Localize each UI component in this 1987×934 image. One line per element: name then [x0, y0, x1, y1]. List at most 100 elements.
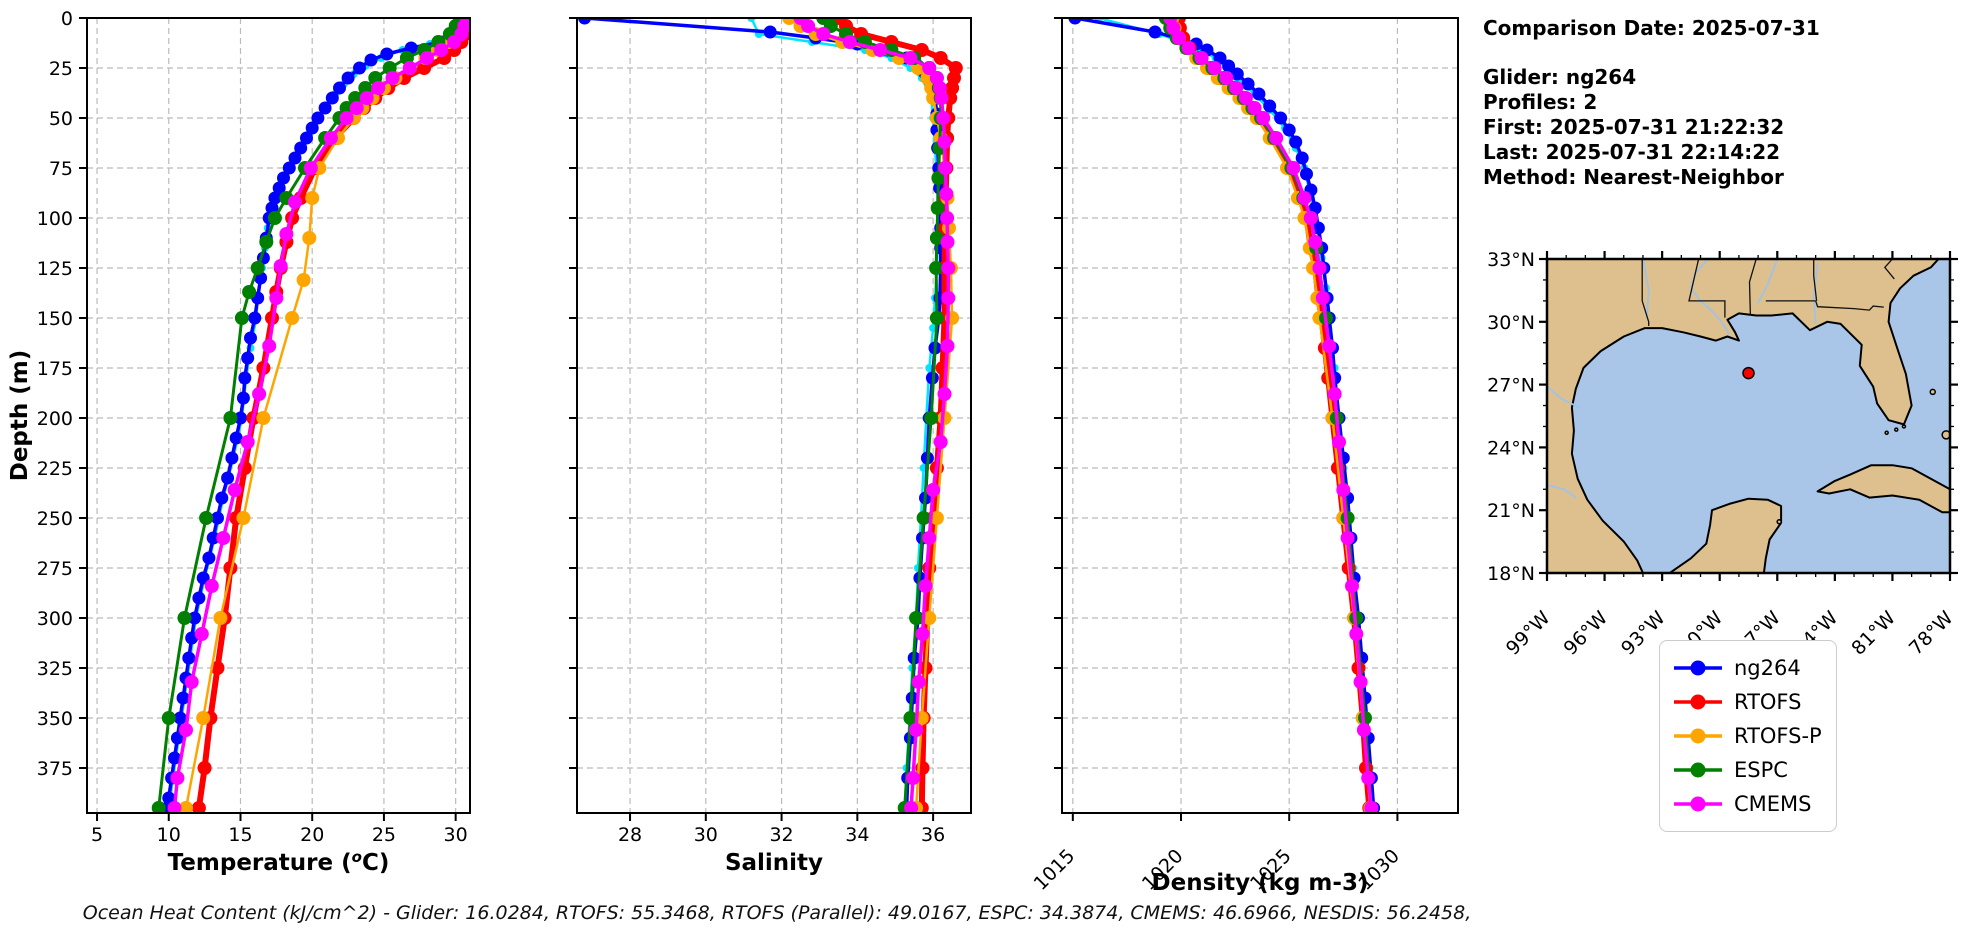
map-land-cuba: [1816, 464, 1950, 514]
density-marker-CMEMS: [1356, 723, 1371, 737]
temperature-marker-ng264: [162, 791, 176, 805]
temperature-marker-CMEMS: [262, 339, 277, 353]
density-marker-CMEMS: [1238, 91, 1253, 105]
density-marker-ng264: [1289, 135, 1303, 149]
temperature-marker-CMEMS: [303, 161, 318, 175]
density-marker-CMEMS: [1297, 191, 1312, 205]
temperature-marker-CMEMS: [447, 35, 462, 49]
map-land-mainland: [1547, 259, 1940, 573]
temperature-marker-ng264: [241, 351, 255, 365]
salinity-marker-RTOFS-P: [929, 511, 944, 525]
density-marker-CMEMS: [1327, 387, 1342, 401]
salinity-profile-plot: 28 30 32 34 36 Salinity: [569, 17, 972, 876]
salinity-marker-CMEMS: [909, 723, 924, 737]
salinity-marker-CMEMS: [941, 291, 956, 305]
salinity-xtick-label: 30: [694, 824, 718, 846]
map-river: [1642, 259, 1650, 318]
temperature-marker-ng264: [318, 101, 332, 115]
map-islet: [1929, 388, 1936, 396]
salinity-marker-CMEMS: [911, 675, 926, 689]
temperature-marker-CMEMS: [204, 579, 219, 593]
density-marker-ng264: [1213, 51, 1227, 65]
legend-label: RTOFS-P: [1734, 724, 1822, 748]
map-lat-label: 18°N: [1487, 563, 1535, 585]
legend-item-cmems: CMEMS: [1672, 787, 1824, 821]
density-marker-CMEMS: [1364, 801, 1379, 813]
temperature-marker-ng264: [341, 71, 355, 85]
salinity-marker-ESPC: [929, 231, 944, 245]
salinity-marker-CMEMS: [937, 135, 952, 149]
map-state-border: [1883, 259, 1895, 280]
temperature-marker-RTOFS-P: [305, 191, 320, 205]
salinity-marker-CMEMS: [915, 627, 930, 641]
salinity-marker-CMEMS: [903, 51, 918, 65]
temperature-marker-CMEMS: [170, 771, 185, 785]
temperature-marker-ng264: [305, 121, 319, 135]
temperature-profile-plot: 5 10 15 20 25 3002550751001251501752002252502…: [7, 8, 471, 876]
depth-tick-label: 250: [37, 508, 73, 530]
temperature-marker-ng264: [168, 751, 181, 765]
map-islet: [1956, 454, 1960, 458]
map-state-border: [1748, 259, 1757, 316]
salinity-marker-CMEMS: [922, 531, 937, 545]
temperature-marker-ng264: [173, 711, 187, 725]
map-river: [1547, 386, 1580, 409]
comparison-date-line: Comparison Date: 2025-07-31: [1483, 16, 1820, 40]
density-marker-ng264: [1282, 123, 1296, 137]
salinity-marker-ng264: [578, 18, 592, 25]
density-marker-CMEMS: [1353, 675, 1368, 689]
temperature-marker-ng264: [196, 571, 210, 585]
density-marker-ng264: [1230, 67, 1244, 81]
gulf-of-mexico-map: 33°N30°N27°N24°N21°N18°N99°W 96°W 93°W 90°W…: [1487, 249, 1960, 660]
temperature-marker-RTOFS-P: [285, 311, 300, 325]
density-marker-ng264: [1311, 221, 1325, 235]
temperature-marker-ng264: [294, 141, 308, 155]
density-marker-CMEMS: [1286, 161, 1301, 175]
map-lat-label: 27°N: [1487, 375, 1535, 397]
map-river: [1547, 484, 1577, 499]
temperature-marker-CMEMS: [279, 227, 294, 241]
temperature-marker-ng264: [272, 181, 286, 195]
salinity-marker-CMEMS: [933, 435, 948, 449]
temperature-marker-RTOFS: [197, 761, 212, 775]
depth-tick-label: 275: [37, 558, 73, 580]
temperature-marker-CMEMS: [349, 101, 364, 115]
density-marker-CMEMS: [1340, 531, 1355, 545]
density-marker-CMEMS: [1269, 131, 1284, 145]
map-islet: [1884, 430, 1889, 435]
depth-tick-label: 325: [37, 658, 73, 680]
map-state-border: [1813, 259, 1818, 301]
salinity-marker-RTOFS-P: [782, 18, 797, 25]
map-state-border: [1815, 300, 1884, 311]
temperature-marker-RTOFS-P: [296, 273, 311, 287]
temperature-marker-ng264: [248, 311, 262, 325]
temperature-marker-RTOFS: [210, 661, 225, 675]
map-lat-label: 33°N: [1487, 249, 1535, 271]
density-marker-ng264: [1241, 77, 1255, 91]
depth-tick-label: 100: [37, 208, 73, 230]
salinity-marker-CMEMS: [842, 35, 857, 49]
salinity-marker-ESPC: [929, 261, 944, 275]
salinity-xtick-label: 36: [921, 824, 945, 846]
salinity-marker-ESPC: [916, 511, 931, 525]
map-lon-label: 78°W: [1905, 607, 1958, 660]
density-marker-ng264: [1274, 111, 1288, 125]
map-river: [1757, 259, 1779, 304]
temperature-marker-ESPC: [234, 311, 249, 325]
temperature-xtick-label: 5: [91, 824, 103, 846]
density-marker-CMEMS: [1322, 339, 1337, 353]
temperature-marker-ng264: [229, 431, 243, 445]
salinity-marker-CMEMS: [941, 261, 956, 275]
salinity-marker-ng264: [763, 25, 777, 39]
temperature-marker-CMEMS: [216, 531, 231, 545]
map-river: [1812, 263, 1819, 324]
depth-tick-label: 0: [61, 8, 73, 30]
depth-tick-label: 225: [37, 458, 73, 480]
density-marker-ng264: [1263, 99, 1277, 113]
salinity-xtick-label: 28: [618, 824, 642, 846]
temperature-marker-CMEMS: [385, 71, 400, 85]
depth-tick-label: 350: [37, 708, 73, 730]
density-marker-ng264: [1252, 87, 1266, 101]
temperature-marker-ng264: [244, 331, 257, 345]
